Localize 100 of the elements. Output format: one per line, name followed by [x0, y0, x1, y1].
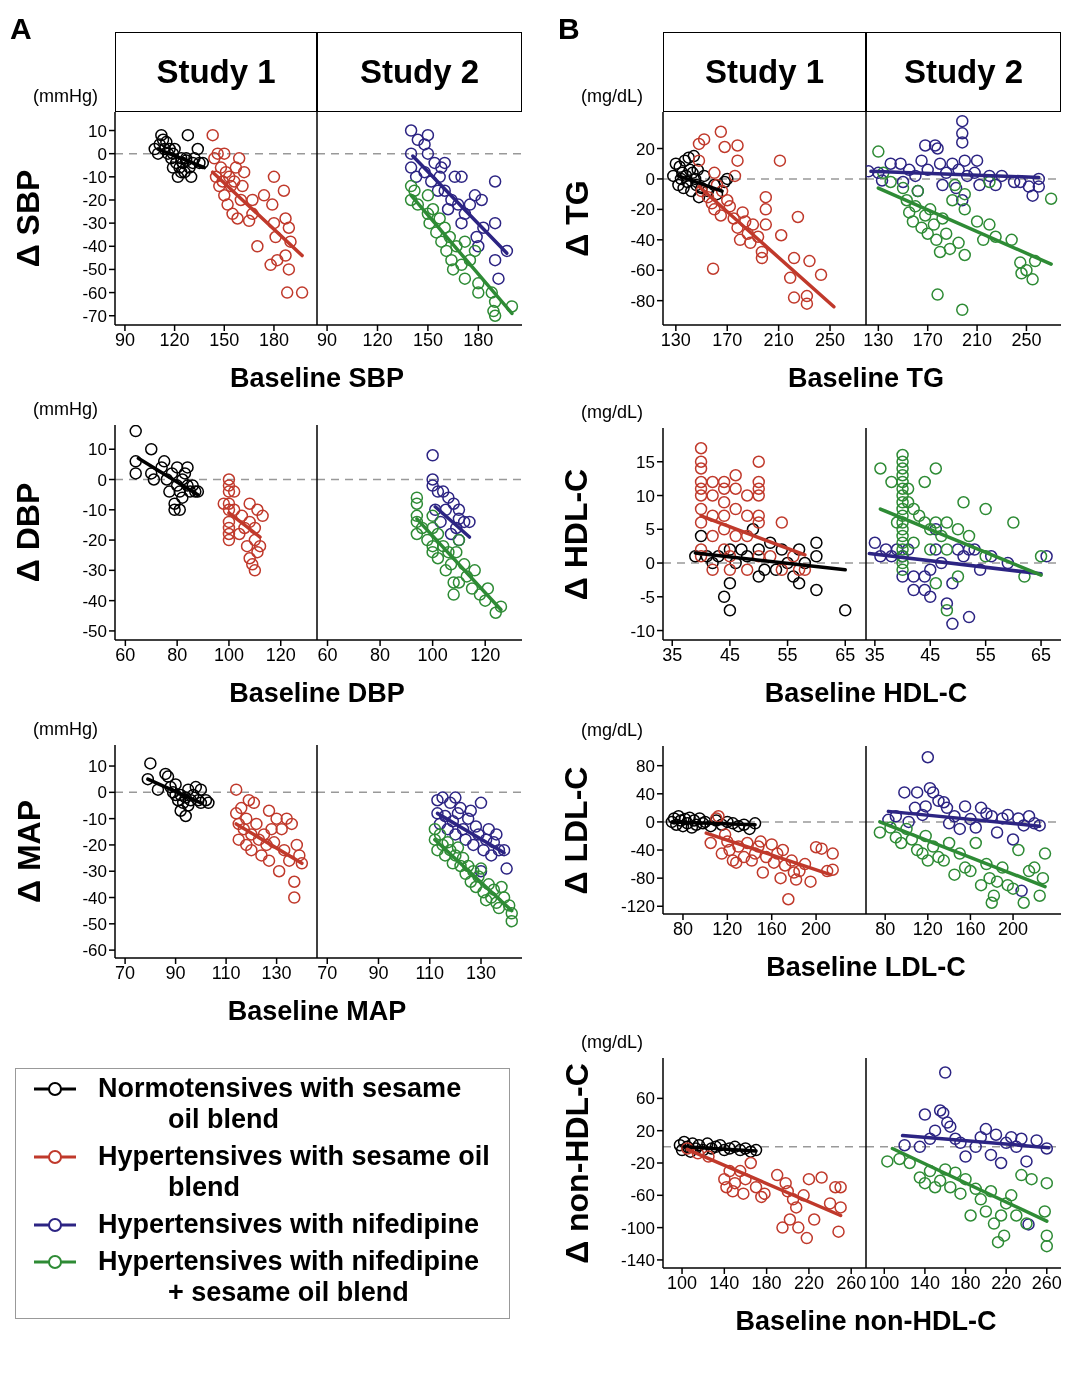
y-tick-label: 60 [636, 1089, 655, 1109]
y-tick-label: -10 [82, 167, 107, 187]
x-tick-label: 180 [258, 329, 289, 350]
x-axis-title: Baseline LDL-C [765, 952, 967, 983]
x-tick-label: 260 [1031, 1272, 1062, 1293]
x-tick-label: 180 [463, 329, 494, 350]
x-tick-label: 200 [998, 918, 1029, 939]
x-tick-label: 100 [417, 644, 448, 665]
x-tick-label: 160 [756, 918, 787, 939]
x-tick-label: 35 [864, 644, 885, 665]
x-tick-label: 130 [465, 962, 497, 983]
x-tick-label: 55 [975, 644, 996, 665]
y-axis-title: Δ non-HDL-C [558, 1062, 596, 1264]
y-tick-label: 40 [636, 784, 655, 804]
y-tick-label: 0 [645, 169, 655, 189]
x-tick-label: 170 [912, 329, 943, 350]
x-tick-label: 120 [470, 644, 501, 665]
y-tick-label: -70 [82, 306, 107, 326]
y-tick-label: -50 [82, 621, 107, 641]
y-tick-label: -120 [620, 897, 655, 917]
x-tick-label: 200 [801, 918, 832, 939]
x-tick-label: 110 [415, 962, 445, 983]
x-tick-label: 70 [317, 962, 338, 983]
text: A [10, 12, 32, 46]
text: (mg/dL) [581, 720, 644, 741]
x-tick-label: 100 [667, 1272, 698, 1293]
x-tick-label: 55 [777, 644, 798, 665]
y-tick-label: -50 [82, 260, 107, 280]
x-tick-label: 250 [1011, 329, 1042, 350]
text: (mg/dL) [581, 86, 644, 107]
x-tick-label: 90 [165, 962, 186, 983]
x-tick-label: 80 [167, 644, 188, 665]
y-tick-label: -40 [82, 237, 107, 257]
x-axis-title: Baseline non-HDL-C [734, 1306, 998, 1337]
x-tick-label: 100 [869, 1272, 900, 1293]
y-tick-label: -5 [639, 587, 655, 607]
text: B [558, 12, 580, 46]
y-tick-label: -60 [82, 941, 107, 961]
legend-label: Hypertensives with nifedipine + sesame oil blend [98, 1246, 481, 1308]
y-axis-title: Δ LDL-C [558, 766, 596, 894]
y-tick-label: -10 [630, 621, 655, 641]
y-tick-label: -80 [630, 869, 655, 889]
x-tick-label: 70 [115, 962, 136, 983]
y-tick-label: 0 [97, 470, 107, 490]
x-axis-title: Baseline MAP [226, 996, 408, 1027]
y-tick-label: -10 [82, 500, 107, 520]
y-axis-title: Δ HDL-C [558, 468, 596, 600]
y-tick-label: -50 [82, 914, 107, 934]
y-tick-label: -20 [82, 531, 107, 551]
x-tick-label: 90 [114, 329, 135, 350]
x-tick-label: 65 [835, 644, 856, 665]
y-tick-label: 80 [636, 756, 655, 776]
y-tick-label: 20 [636, 1121, 655, 1141]
x-tick-label: 80 [370, 644, 391, 665]
y-tick-label: 20 [636, 139, 655, 159]
y-tick-label: -30 [82, 561, 107, 581]
x-tick-label: 90 [368, 962, 389, 983]
y-tick-label: -30 [82, 862, 107, 882]
y-tick-label: 0 [97, 783, 107, 803]
y-tick-label: -80 [630, 291, 655, 311]
y-tick-label: -20 [630, 1154, 655, 1174]
x-tick-label: 150 [209, 329, 240, 350]
y-axis-title: Δ SBP [10, 169, 48, 268]
y-tick-label: -140 [620, 1250, 655, 1270]
x-axis-title: Baseline DBP [228, 678, 406, 709]
chart-title: Study 2 [866, 32, 1061, 112]
x-tick-label: 60 [115, 644, 136, 665]
x-tick-label: 160 [955, 918, 986, 939]
y-tick-label: 0 [645, 812, 655, 832]
x-tick-label: 60 [317, 644, 338, 665]
x-tick-label: 140 [709, 1272, 740, 1293]
x-tick-label: 120 [265, 644, 296, 665]
chart-title: Study 1 [115, 32, 317, 112]
y-tick-label: -20 [82, 191, 107, 211]
y-tick-label: -40 [82, 888, 107, 908]
x-tick-label: 65 [1031, 644, 1052, 665]
x-tick-label: 140 [909, 1272, 940, 1293]
text: (mmHg) [33, 399, 98, 420]
x-tick-label: 180 [751, 1272, 782, 1293]
x-axis-title: Baseline TG [786, 363, 946, 394]
x-tick-label: 120 [912, 918, 943, 939]
x-tick-label: 130 [863, 329, 894, 350]
y-tick-label: -40 [82, 591, 107, 611]
text: (mmHg) [33, 719, 98, 740]
text: (mg/dL) [581, 1032, 644, 1053]
x-tick-label: 260 [836, 1272, 867, 1293]
y-tick-label: -60 [630, 1186, 655, 1206]
x-tick-label: 45 [719, 644, 740, 665]
chart-title: Study 2 [317, 32, 522, 112]
y-tick-label: -20 [630, 200, 655, 220]
y-axis-title: Δ TG [558, 180, 596, 257]
x-axis-title: Baseline SBP [228, 363, 406, 394]
x-tick-label: 100 [213, 644, 244, 665]
x-tick-label: 210 [763, 329, 794, 350]
y-tick-label: -40 [630, 230, 655, 250]
x-tick-label: 220 [793, 1272, 824, 1293]
y-tick-label: -30 [82, 214, 107, 234]
y-tick-label: 5 [645, 520, 655, 540]
y-axis-title: Δ DBP [10, 482, 48, 583]
x-tick-label: 180 [950, 1272, 981, 1293]
